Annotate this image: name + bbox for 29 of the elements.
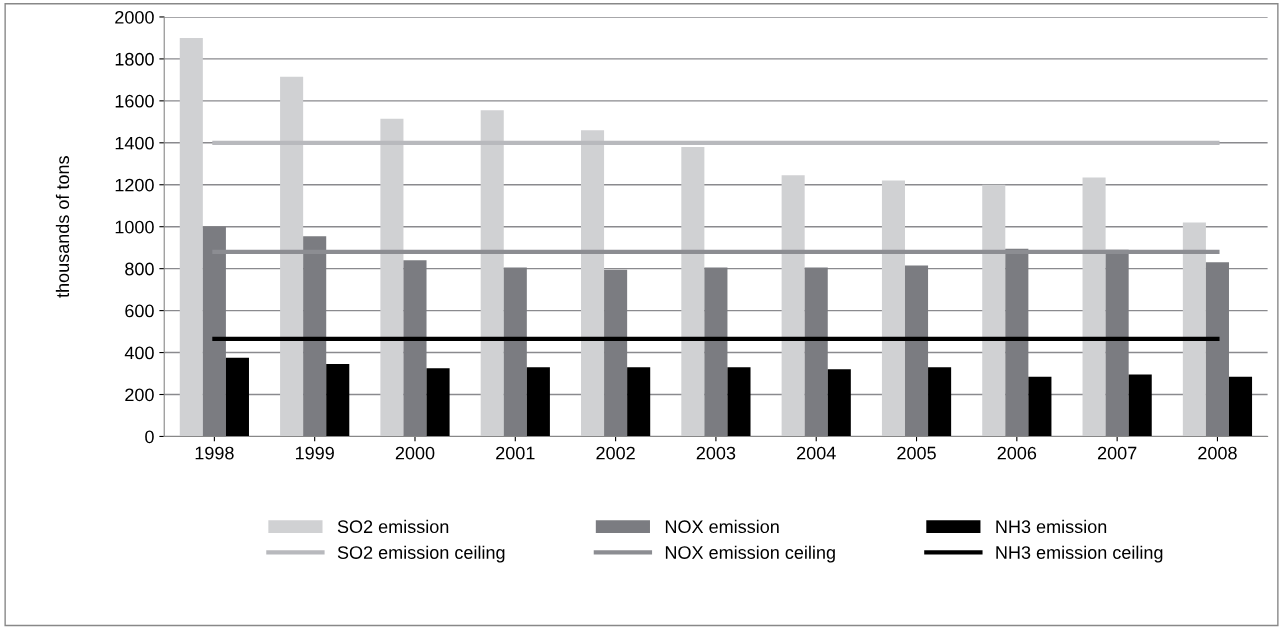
y-tick-label: 1600 — [115, 94, 154, 108]
y-tick-label: 1400 — [115, 136, 154, 150]
y-tick-label: 2000 — [115, 10, 154, 24]
x-tick-label: 2000 — [395, 446, 435, 460]
x-tick-label: 2003 — [696, 446, 736, 460]
y-tick-label: 1000 — [115, 220, 154, 234]
y-tick-label: 800 — [125, 262, 154, 276]
y-tick-label: 1800 — [115, 52, 154, 66]
x-tick-label: 2004 — [797, 446, 836, 460]
legend-label: NOX emission ceiling — [665, 545, 835, 563]
y-tick-label: 400 — [124, 346, 154, 360]
x-tick-label: 2008 — [1198, 446, 1237, 460]
x-tick-label: 2001 — [496, 446, 535, 460]
legend-label: SO2 emission ceiling — [337, 545, 505, 563]
legend-label: NH3 emission — [996, 519, 1107, 534]
y-tick-label: 600 — [125, 304, 154, 318]
legend-label: NOX emission — [665, 519, 779, 534]
legend-label: SO2 emission — [337, 519, 449, 534]
y-axis-title: thousands of tons — [55, 156, 70, 298]
x-tick-label: 2002 — [596, 446, 635, 460]
y-tick-label: 200 — [125, 388, 154, 402]
x-tick-label: 1998 — [195, 446, 234, 460]
legend-label: NH3 emission ceiling — [996, 545, 1163, 563]
x-tick-label: 2007 — [1097, 446, 1137, 460]
x-tick-label: 2006 — [997, 446, 1037, 460]
y-tick-label: 1200 — [115, 178, 154, 192]
x-tick-label: 2005 — [897, 446, 936, 460]
x-tick-label: 1999 — [295, 446, 334, 460]
y-tick-label: 0 — [145, 430, 154, 444]
